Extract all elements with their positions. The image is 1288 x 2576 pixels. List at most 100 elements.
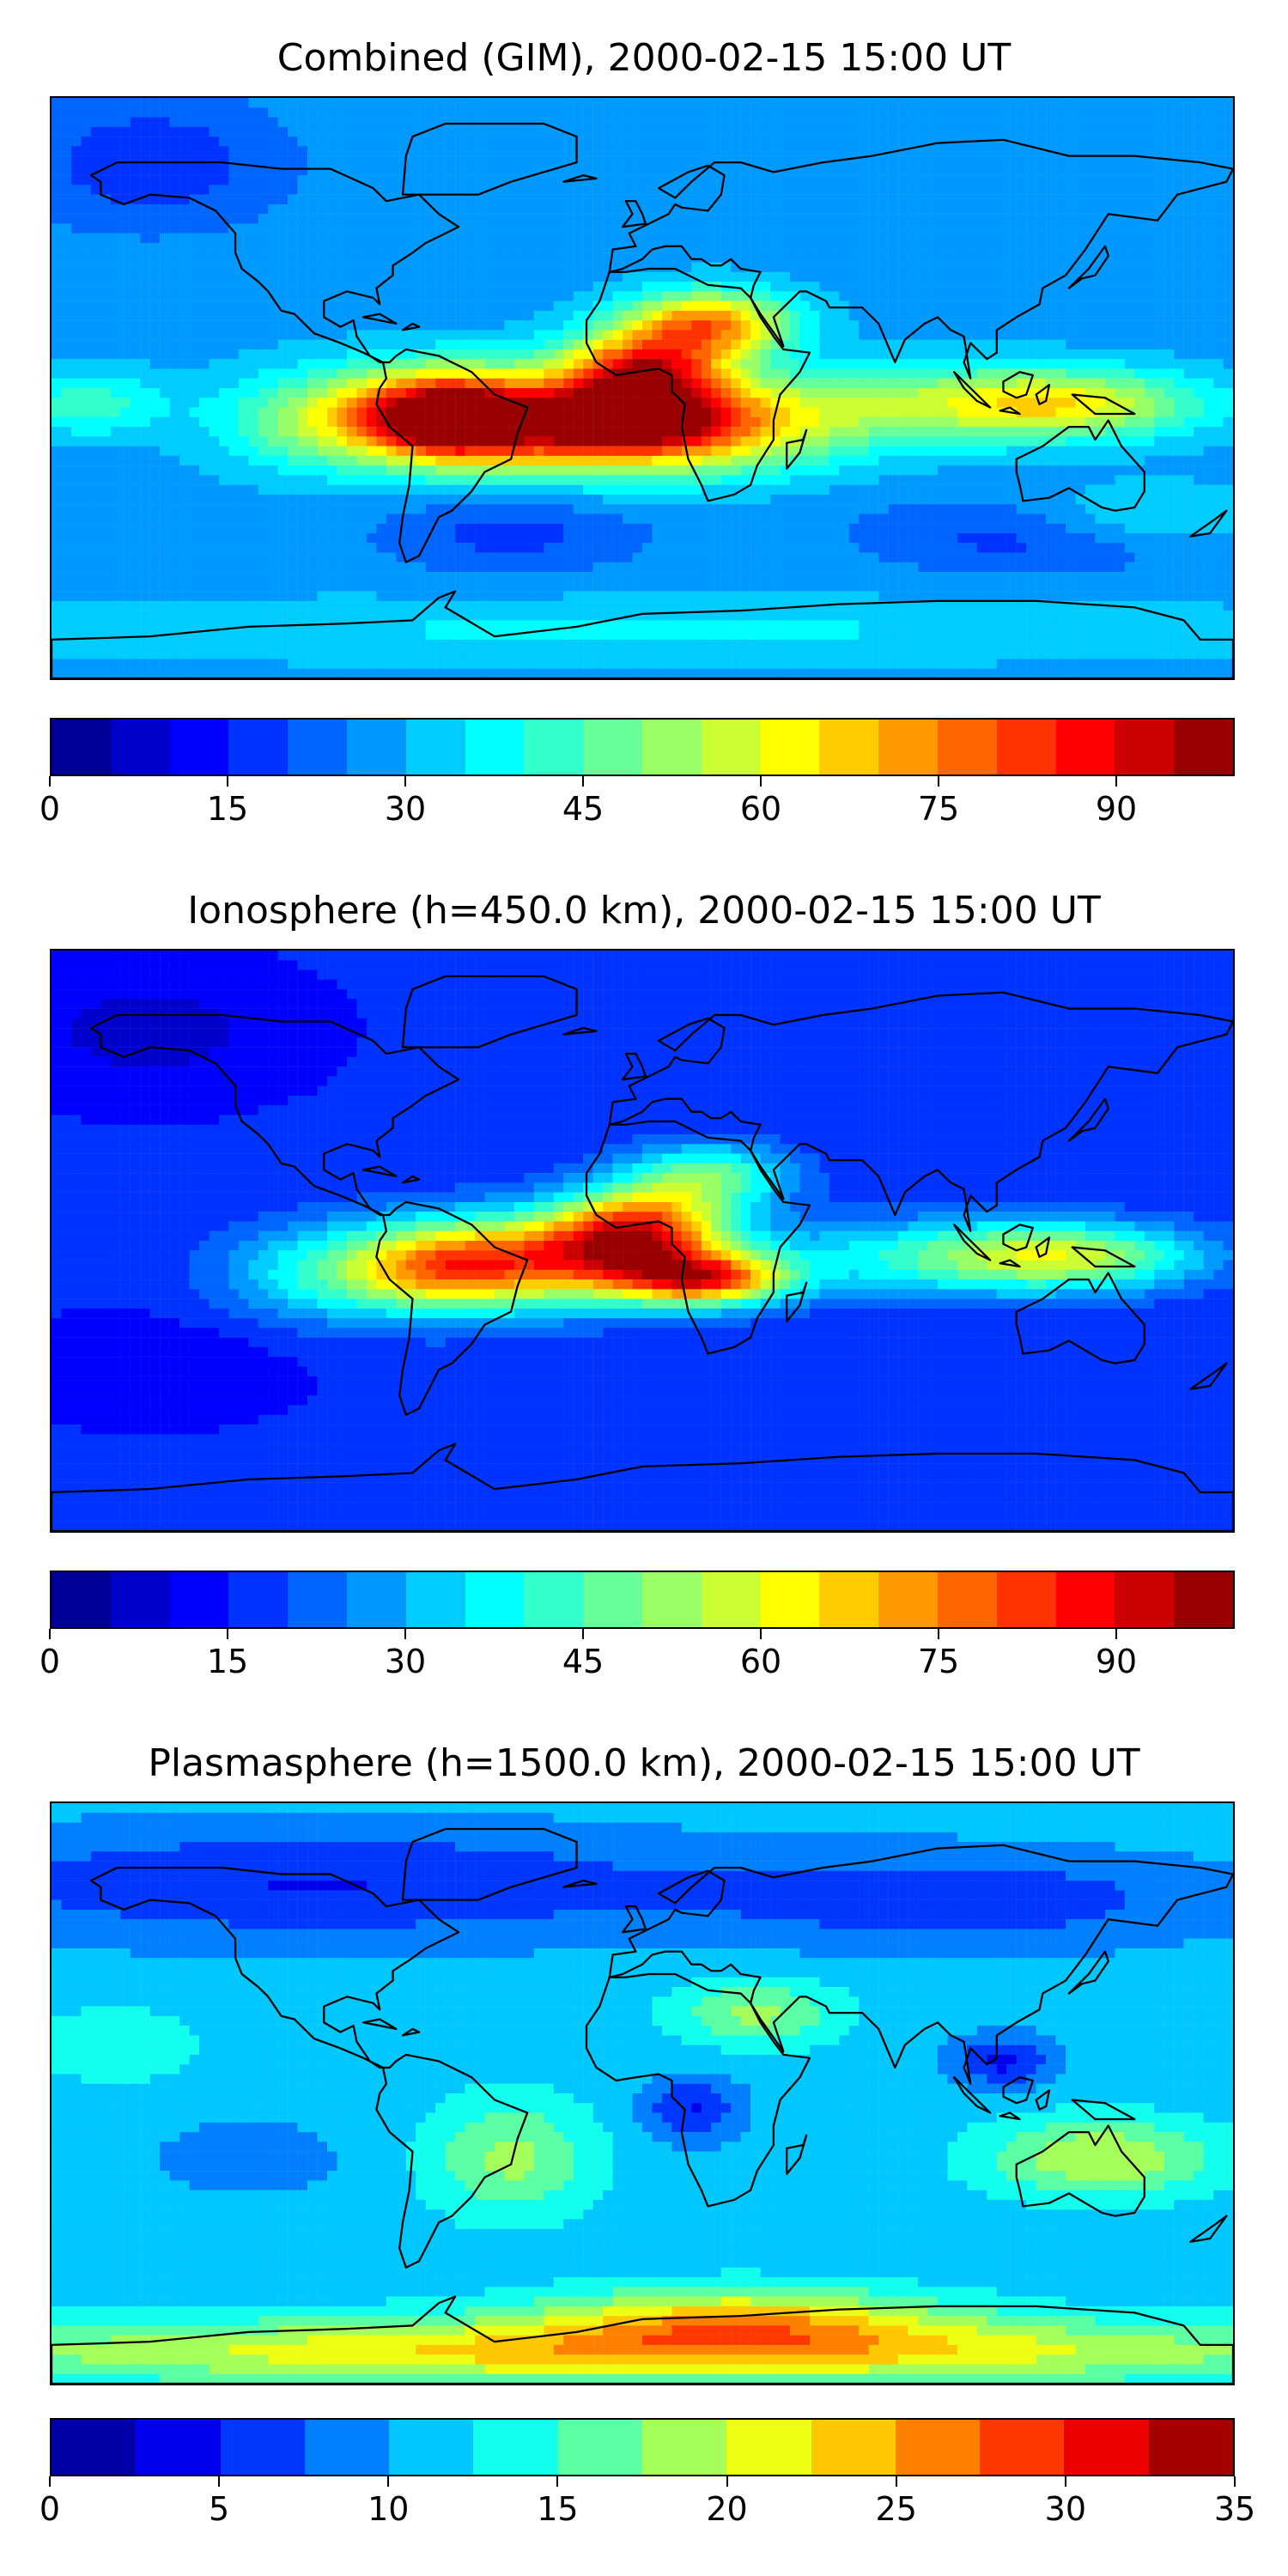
coastline <box>1071 2099 1136 2121</box>
colorbar-tick-label: 45 <box>562 1643 604 1680</box>
coastline <box>401 322 421 331</box>
colorbar-segment <box>937 1572 997 1627</box>
colorbar-segment <box>169 720 229 775</box>
colorbar-tick <box>556 2476 559 2487</box>
colorbar-segment <box>583 1572 642 1627</box>
colorbar-tick <box>387 2476 390 2487</box>
coastline <box>786 428 808 471</box>
colorbar-segment <box>52 1572 111 1627</box>
coastline <box>999 2111 1021 2121</box>
colorbar-tick <box>227 1629 228 1639</box>
coastline <box>562 174 598 183</box>
colorbar-segment <box>819 720 879 775</box>
combined-colorbar <box>50 718 1235 776</box>
map-canvas <box>52 951 1233 1531</box>
colorbar-tick <box>218 2476 221 2487</box>
colorbar-tick-label: 75 <box>918 1643 959 1680</box>
coastline <box>786 2134 808 2176</box>
colorbar-segment <box>389 2420 474 2475</box>
field-raster <box>52 98 1233 678</box>
coastline <box>952 2076 992 2114</box>
coastline <box>1067 1950 1109 1995</box>
colorbar-tick-label: 30 <box>385 790 426 828</box>
colorbar-segment <box>304 2420 390 2475</box>
coastline <box>401 1175 421 1184</box>
coastline <box>1002 2076 1034 2105</box>
colorbar-tick-label: 0 <box>39 1643 60 1680</box>
colorbar-tick-label: 15 <box>207 790 248 828</box>
colorbar-segment <box>701 1572 761 1627</box>
colorbar-segment <box>524 1572 584 1627</box>
colorbar-tick <box>1115 1629 1117 1639</box>
coastline <box>1189 2215 1228 2243</box>
coastline <box>401 122 578 196</box>
coastline <box>1067 1097 1109 1142</box>
colorbar-segment <box>288 720 347 775</box>
coastlines <box>52 122 1233 678</box>
coastline <box>1071 393 1136 416</box>
coastline <box>621 200 647 228</box>
colorbar-segment <box>895 2420 981 2475</box>
colorbar-tick-label: 0 <box>39 790 60 828</box>
colorbar-tick <box>582 776 584 787</box>
field-raster <box>52 951 1233 1531</box>
coastline <box>52 1443 1233 1531</box>
coastline <box>361 2018 398 2031</box>
colorbar-tick <box>582 1629 584 1639</box>
coastline <box>608 991 1233 1232</box>
coastline <box>1189 1362 1228 1390</box>
colorbar-tick-label: 75 <box>918 790 959 828</box>
colorbar-segment <box>641 1572 702 1627</box>
ionosphere-colorbar <box>50 1571 1235 1629</box>
colorbar-segment <box>996 1572 1056 1627</box>
colorbar-tick-label: 0 <box>39 2490 60 2528</box>
colorbar-segment <box>110 1572 170 1627</box>
coastline <box>401 1827 578 1901</box>
colorbar-segment <box>52 2420 137 2475</box>
panel-title-plasmasphere: Plasmasphere (h=1500.0 km), 2000-02-15 1… <box>0 1741 1288 1786</box>
colorbar-segment <box>819 1572 879 1627</box>
coastline <box>999 406 1021 416</box>
colorbar-segment <box>878 1572 938 1627</box>
colorbar-tick <box>1234 2476 1236 2487</box>
colorbar-segment <box>760 720 820 775</box>
coastline <box>1035 384 1051 405</box>
colorbar-segment <box>405 1572 465 1627</box>
coastline <box>401 975 578 1048</box>
colorbar-segment <box>701 720 761 775</box>
colorbar-segment <box>524 720 584 775</box>
coastline <box>562 1027 598 1036</box>
coastline <box>1035 1236 1051 1258</box>
colorbar-tick <box>49 1629 51 1639</box>
colorbar-segment <box>1115 1572 1175 1627</box>
colorbar-segment <box>473 2420 558 2475</box>
colorbar-segment <box>346 1572 406 1627</box>
coastline <box>999 1259 1021 1268</box>
coastline <box>608 1844 1233 2085</box>
colorbar-segment <box>878 720 938 775</box>
plasmasphere-colorbar-ticks: 0 5 10 15 20 25 30 35 <box>39 2476 1255 2528</box>
coastline <box>952 1224 992 1261</box>
colorbar-segment <box>169 1572 229 1627</box>
colorbar-segment <box>1064 2420 1149 2475</box>
colorbar-segment <box>465 720 525 775</box>
coastline <box>1189 509 1228 538</box>
ionosphere-colorbar-ticks: 0 15 30 45 60 75 90 <box>39 1629 1235 1680</box>
colorbar-segment <box>110 720 170 775</box>
map-canvas <box>52 1803 1233 2384</box>
map-canvas <box>52 98 1233 678</box>
coastline <box>89 1013 529 1416</box>
colorbar-tick <box>938 776 939 787</box>
coastline <box>1002 371 1034 399</box>
coastline <box>621 1053 647 1081</box>
coastline <box>52 2295 1233 2384</box>
coastline <box>608 138 1233 380</box>
colorbar-segment <box>465 1572 525 1627</box>
coastline <box>952 371 992 409</box>
coastline <box>1015 1272 1145 1364</box>
panel-title-ionosphere: Ionosphere (h=450.0 km), 2000-02-15 15:0… <box>0 889 1288 933</box>
coastline <box>562 1880 598 1888</box>
panel-title-combined: Combined (GIM), 2000-02-15 15:00 UT <box>0 36 1288 81</box>
colorbar-segment <box>1174 1572 1233 1627</box>
colorbar-segment <box>1115 720 1175 775</box>
